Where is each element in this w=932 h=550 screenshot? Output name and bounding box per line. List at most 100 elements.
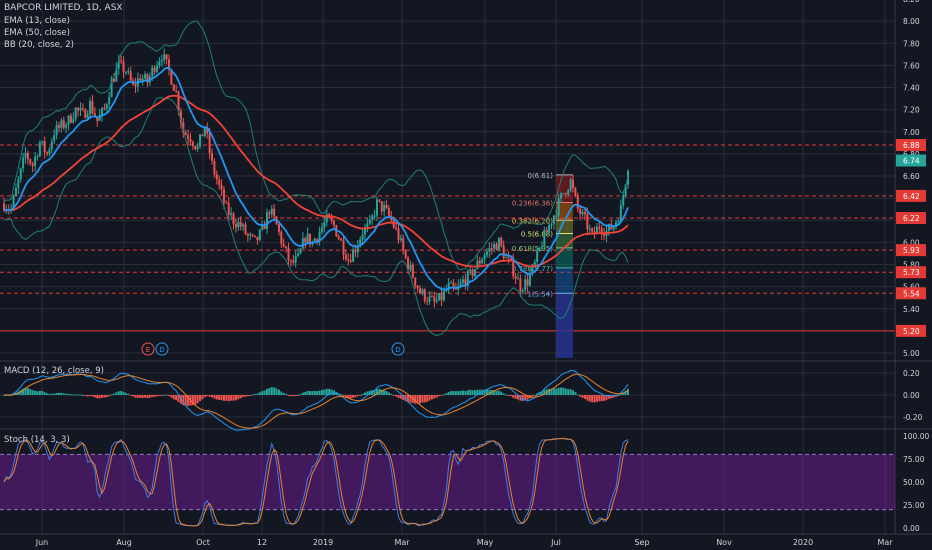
macd-bar bbox=[153, 395, 156, 397]
candle-body bbox=[397, 228, 400, 241]
macd-bar bbox=[383, 390, 386, 395]
candle-body bbox=[576, 195, 579, 209]
price-level-tag bbox=[896, 139, 926, 152]
candle-body bbox=[273, 208, 276, 217]
bb-upper-band bbox=[3, 20, 629, 271]
macd-bar bbox=[375, 388, 378, 395]
ema13-line bbox=[3, 66, 629, 291]
macd-bar bbox=[493, 390, 496, 395]
candle-body bbox=[447, 282, 450, 290]
candle-body bbox=[464, 279, 467, 286]
candle-body bbox=[144, 74, 147, 79]
price-level-label: 5.54 bbox=[903, 289, 920, 298]
candle-body bbox=[323, 222, 326, 228]
macd-bar bbox=[359, 394, 362, 396]
macd-bar bbox=[26, 388, 29, 395]
macd-bar bbox=[103, 395, 106, 398]
candle-body bbox=[316, 238, 319, 242]
candle-body bbox=[356, 245, 359, 253]
macd-bar bbox=[86, 395, 89, 397]
candle-body bbox=[471, 269, 474, 276]
x-tick-label: Mar bbox=[394, 538, 410, 547]
macd-bar bbox=[555, 388, 558, 395]
macd-bar bbox=[53, 393, 56, 395]
macd-bar bbox=[419, 395, 421, 404]
candle-body bbox=[543, 230, 546, 247]
macd-bar bbox=[454, 391, 457, 395]
macd-bar bbox=[466, 390, 469, 395]
x-tick-label: May bbox=[477, 538, 494, 547]
macd-bar bbox=[600, 395, 603, 402]
macd-bar bbox=[464, 390, 467, 395]
candle-body bbox=[607, 223, 610, 231]
macd-bar bbox=[117, 391, 120, 395]
x-tick-label: 2020 bbox=[793, 538, 813, 547]
macd-bar bbox=[619, 394, 622, 396]
candle-body bbox=[218, 179, 221, 185]
candle-body bbox=[227, 202, 230, 215]
price-tick-label: 5.60 bbox=[903, 283, 920, 292]
macd-bar bbox=[239, 395, 242, 399]
candle-body bbox=[215, 174, 218, 180]
macd-bar bbox=[352, 395, 355, 398]
candle-body bbox=[591, 228, 594, 232]
macd-histogram bbox=[3, 387, 629, 406]
macd-bar bbox=[249, 395, 252, 396]
macd-bar bbox=[194, 395, 197, 405]
macd-bar bbox=[230, 395, 233, 401]
macd-bar bbox=[318, 390, 321, 395]
fib-extension-zone bbox=[556, 293, 573, 358]
macd-bar bbox=[136, 395, 139, 398]
macd-bar bbox=[591, 395, 594, 403]
macd-bar bbox=[457, 391, 460, 395]
macd-bar bbox=[452, 391, 455, 395]
candle-body bbox=[268, 212, 271, 215]
macd-bar bbox=[105, 395, 108, 398]
current-price-tag bbox=[896, 154, 926, 167]
candle-body bbox=[251, 234, 254, 236]
macd-bar bbox=[93, 395, 96, 398]
macd-bar bbox=[368, 390, 371, 395]
macd-bar bbox=[320, 390, 323, 395]
candle-body bbox=[105, 104, 108, 109]
candle-body bbox=[230, 213, 233, 215]
candle-body bbox=[46, 152, 49, 154]
macd-bar bbox=[354, 395, 357, 398]
macd-bar bbox=[557, 387, 560, 395]
candle-body bbox=[43, 141, 46, 153]
macd-bar bbox=[213, 395, 216, 399]
macd-bar bbox=[115, 392, 118, 395]
stoch-tick-label: 25.00 bbox=[903, 501, 925, 510]
candle-body bbox=[385, 205, 388, 209]
macd-bar bbox=[69, 394, 72, 396]
candle-body bbox=[201, 134, 204, 137]
candle-body bbox=[156, 65, 159, 72]
macd-line bbox=[3, 369, 629, 431]
macd-bar bbox=[277, 389, 280, 395]
fib-level-label: 0.236(6.36) bbox=[512, 200, 553, 208]
macd-bar bbox=[517, 395, 520, 400]
candle-body bbox=[309, 233, 312, 245]
macd-bar bbox=[500, 391, 503, 395]
candle-body bbox=[450, 282, 453, 284]
macd-bar bbox=[309, 391, 312, 395]
macd-bar bbox=[428, 395, 431, 401]
candle-body bbox=[179, 110, 182, 123]
candle-body bbox=[574, 187, 577, 196]
macd-bar bbox=[442, 394, 445, 396]
macd-bar bbox=[344, 395, 347, 398]
candle-body bbox=[414, 277, 417, 286]
candle-body bbox=[57, 125, 60, 128]
fib-level-label: 0.618(5.95) bbox=[512, 245, 553, 253]
macd-bar bbox=[254, 394, 257, 396]
candle-body bbox=[206, 127, 209, 134]
candle-body bbox=[175, 90, 178, 92]
candle-body bbox=[38, 142, 41, 157]
macd-bar bbox=[610, 395, 613, 399]
candle-body bbox=[619, 205, 622, 222]
macd-bar bbox=[289, 395, 292, 396]
ema50-legend: EMA (50, close) bbox=[4, 28, 70, 38]
macd-bar bbox=[218, 395, 221, 400]
macd-bar bbox=[67, 393, 70, 395]
